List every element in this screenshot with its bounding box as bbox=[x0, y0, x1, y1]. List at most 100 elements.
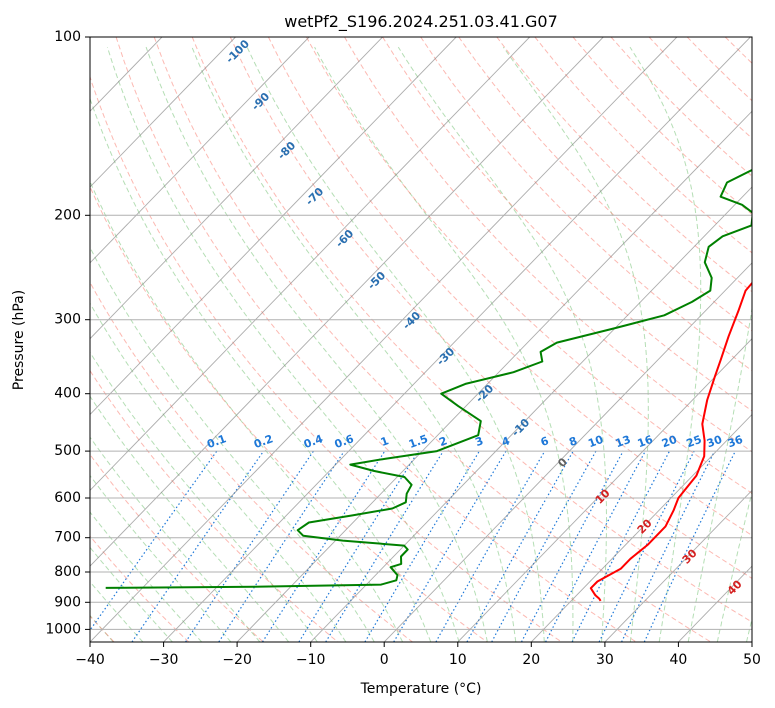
dry-adiabat bbox=[90, 369, 339, 642]
plot-frame bbox=[89, 36, 753, 643]
moist-adiabat bbox=[687, 305, 752, 642]
mixing-ratio-label: 4 bbox=[500, 434, 512, 449]
x-tick-label: −20 bbox=[222, 652, 252, 668]
moist-adiabat bbox=[90, 180, 404, 642]
mixing-ratio-label: 0.1 bbox=[205, 432, 228, 451]
y-tick-label: 300 bbox=[54, 312, 81, 328]
dry-adiabat bbox=[458, 37, 752, 332]
dry-adiabat bbox=[267, 37, 752, 537]
mixing-ratio-label: 2 bbox=[437, 434, 449, 449]
isotherm bbox=[457, 338, 752, 642]
moist-adiabat bbox=[90, 351, 318, 642]
isotherm bbox=[383, 262, 752, 642]
moist-adiabat bbox=[90, 97, 432, 642]
moist-adiabat bbox=[90, 395, 290, 642]
isotherm bbox=[90, 37, 310, 264]
mixing-ratio-label: 10 bbox=[586, 433, 605, 451]
y-tick-label: 100 bbox=[54, 29, 81, 45]
dry-adiabat bbox=[496, 37, 752, 293]
moist-adiabat bbox=[145, 46, 488, 642]
skewed-isotherms bbox=[90, 37, 752, 642]
x-tick-label: 20 bbox=[522, 652, 540, 668]
dry-adiabat bbox=[115, 37, 637, 642]
mixing-ratio-label: 0.4 bbox=[302, 432, 325, 451]
y-tick-label: 800 bbox=[54, 564, 81, 580]
y-tick-label: 1000 bbox=[45, 621, 81, 637]
y-tick-label: 900 bbox=[54, 594, 81, 610]
mixing-ratio-label: 30 bbox=[705, 433, 724, 451]
mixing-ratio-line bbox=[520, 450, 624, 642]
mixing-ratio-label: 25 bbox=[685, 433, 704, 450]
isotherm bbox=[90, 37, 531, 491]
mixing-ratio-line bbox=[261, 450, 386, 642]
x-axis-label: Temperature (°C) bbox=[360, 681, 482, 697]
x-tick-label: 50 bbox=[743, 652, 761, 668]
isotherm bbox=[90, 37, 236, 188]
moist-adiabat bbox=[629, 46, 702, 642]
x-axis-ticks: −40 −30 −20 −10 0 10 20 30 40 50 bbox=[75, 642, 761, 668]
y-tick-label: 400 bbox=[54, 386, 81, 402]
moist-adiabat bbox=[90, 302, 347, 642]
x-tick-label: 10 bbox=[449, 652, 467, 668]
dry-adiabat bbox=[305, 37, 752, 494]
moist-adiabat bbox=[90, 436, 261, 642]
mixing-ratio-line bbox=[598, 450, 695, 642]
pressure-gridlines bbox=[90, 37, 752, 630]
moist-adiabat bbox=[502, 46, 649, 642]
mixing-ratio-label: 1 bbox=[379, 434, 391, 449]
mixing-ratio-line bbox=[325, 450, 444, 642]
mixing-ratio-line bbox=[218, 450, 345, 642]
moist-adiabat bbox=[246, 46, 545, 642]
mixing-ratio-line bbox=[131, 450, 265, 642]
mixing-ratio-label: 16 bbox=[636, 433, 655, 451]
temperature-profile bbox=[589, 281, 752, 602]
isotherm bbox=[310, 186, 752, 642]
isotherm bbox=[90, 37, 383, 340]
dry-adiabat bbox=[382, 37, 752, 412]
x-tick-label: 0 bbox=[380, 652, 389, 668]
mixing-ratio-label: 1.5 bbox=[407, 432, 430, 451]
mixing-ratio-label: 0.2 bbox=[252, 432, 275, 451]
x-tick-label: −40 bbox=[75, 652, 105, 668]
mixing-ratio-label: 20 bbox=[660, 433, 679, 451]
dry-adiabats bbox=[90, 37, 752, 642]
x-tick-label: −10 bbox=[296, 652, 326, 668]
dry-adiabat bbox=[191, 37, 752, 623]
plot-area: -100-90-80-70-60-50-40-30-20-100.1 0.2 0.4… bbox=[90, 37, 752, 642]
dry-adiabat bbox=[153, 37, 712, 642]
x-tick-label: 30 bbox=[596, 652, 614, 668]
mixing-ratio-label: 8 bbox=[567, 434, 579, 449]
x-tick-label: −30 bbox=[149, 652, 179, 668]
moist-adiabat bbox=[314, 46, 574, 642]
isotherm bbox=[530, 413, 752, 642]
mixing-ratio-line bbox=[466, 450, 574, 642]
isotherm bbox=[90, 37, 604, 567]
isotherm bbox=[236, 110, 752, 642]
dry-adiabat bbox=[344, 37, 752, 453]
dry-adiabat bbox=[90, 453, 264, 642]
mixing-ratio-line bbox=[185, 450, 314, 642]
dry-adiabat bbox=[229, 37, 752, 579]
y-tick-label: 600 bbox=[54, 490, 81, 506]
y-tick-label: 700 bbox=[54, 530, 81, 546]
dry-adiabat bbox=[90, 185, 488, 642]
isotherm bbox=[90, 37, 678, 642]
y-axis-ticks: 100 200 300 400 500 600 700 800 900 1000 bbox=[45, 29, 90, 637]
mixing-ratio-label: 36 bbox=[726, 433, 745, 451]
profiles bbox=[105, 168, 752, 602]
isotherm bbox=[90, 37, 457, 416]
mixing-ratio-label: 3 bbox=[473, 434, 485, 449]
mixing-ratio-line bbox=[90, 450, 218, 632]
dry-adiabat bbox=[90, 535, 190, 642]
moist-adiabat bbox=[191, 46, 517, 642]
mixing-ratio-label: 13 bbox=[614, 433, 633, 450]
dewpoint-profile bbox=[105, 168, 752, 589]
moist-adiabat bbox=[106, 46, 460, 642]
mixing-ratio-line bbox=[571, 450, 671, 642]
isotherm bbox=[604, 489, 752, 642]
mixing-ratio-label: 0.6 bbox=[333, 432, 356, 451]
chart-title: wetPf2_S196.2024.251.03.41.G07 bbox=[284, 12, 558, 32]
y-tick-label: 200 bbox=[54, 207, 81, 223]
mixing-ratio-label: 6 bbox=[539, 434, 551, 449]
